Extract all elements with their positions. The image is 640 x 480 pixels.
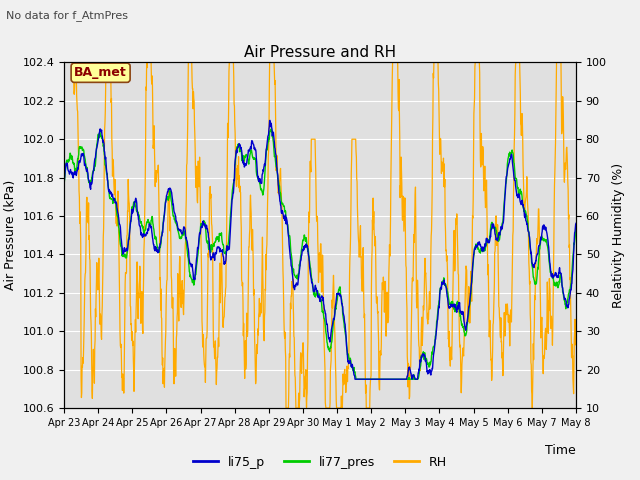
Y-axis label: Air Pressure (kPa): Air Pressure (kPa) — [4, 180, 17, 290]
Text: Time: Time — [545, 444, 576, 457]
Text: BA_met: BA_met — [74, 66, 127, 79]
Legend: li75_p, li77_pres, RH: li75_p, li77_pres, RH — [188, 451, 452, 474]
Text: No data for f_AtmPres: No data for f_AtmPres — [6, 10, 129, 21]
Title: Air Pressure and RH: Air Pressure and RH — [244, 45, 396, 60]
Y-axis label: Relativity Humidity (%): Relativity Humidity (%) — [612, 163, 625, 308]
